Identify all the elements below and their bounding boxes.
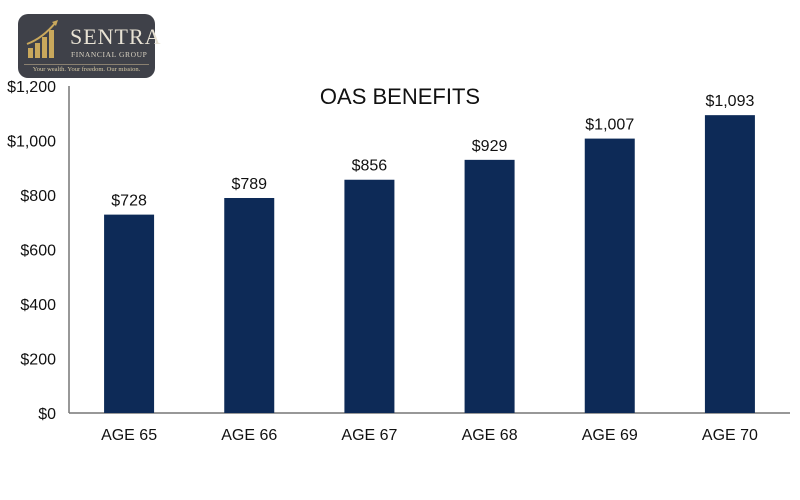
data-label: $856 <box>352 158 388 175</box>
bar <box>104 214 155 413</box>
data-label: $929 <box>472 138 508 155</box>
y-tick-label: $0 <box>38 406 56 423</box>
x-tick-label: AGE 67 <box>341 427 397 444</box>
logo-tagline: Your wealth. Your freedom. Our mission. <box>24 64 149 73</box>
data-label: $1,007 <box>585 117 634 134</box>
bar <box>344 179 395 413</box>
y-tick-label: $200 <box>20 352 56 369</box>
x-tick-label: AGE 68 <box>462 427 518 444</box>
y-tick-label: $400 <box>20 297 56 314</box>
logo-brand: SENTRA <box>70 24 162 49</box>
chart-title: OAS BENEFITS <box>319 84 481 109</box>
bar <box>704 115 755 413</box>
y-tick-label: $600 <box>20 243 56 260</box>
x-tick-label: AGE 69 <box>582 427 638 444</box>
bar <box>224 197 275 413</box>
bar <box>464 159 515 413</box>
y-tick-label: $800 <box>20 188 56 205</box>
x-tick-label: AGE 65 <box>101 427 157 444</box>
data-label: $789 <box>231 176 267 193</box>
x-tick-label: AGE 66 <box>221 427 277 444</box>
y-tick-label: $1,000 <box>7 134 56 151</box>
x-tick-label: AGE 70 <box>702 427 758 444</box>
growth-bars-icon <box>26 20 58 58</box>
y-tick-label: $1,200 <box>7 79 56 96</box>
data-label: $728 <box>111 193 147 210</box>
company-logo: SENTRA FINANCIAL GROUP Your wealth. Your… <box>18 14 161 78</box>
data-label: $1,093 <box>705 93 754 110</box>
logo-subtitle: FINANCIAL GROUP <box>71 50 148 59</box>
bar <box>584 138 635 413</box>
